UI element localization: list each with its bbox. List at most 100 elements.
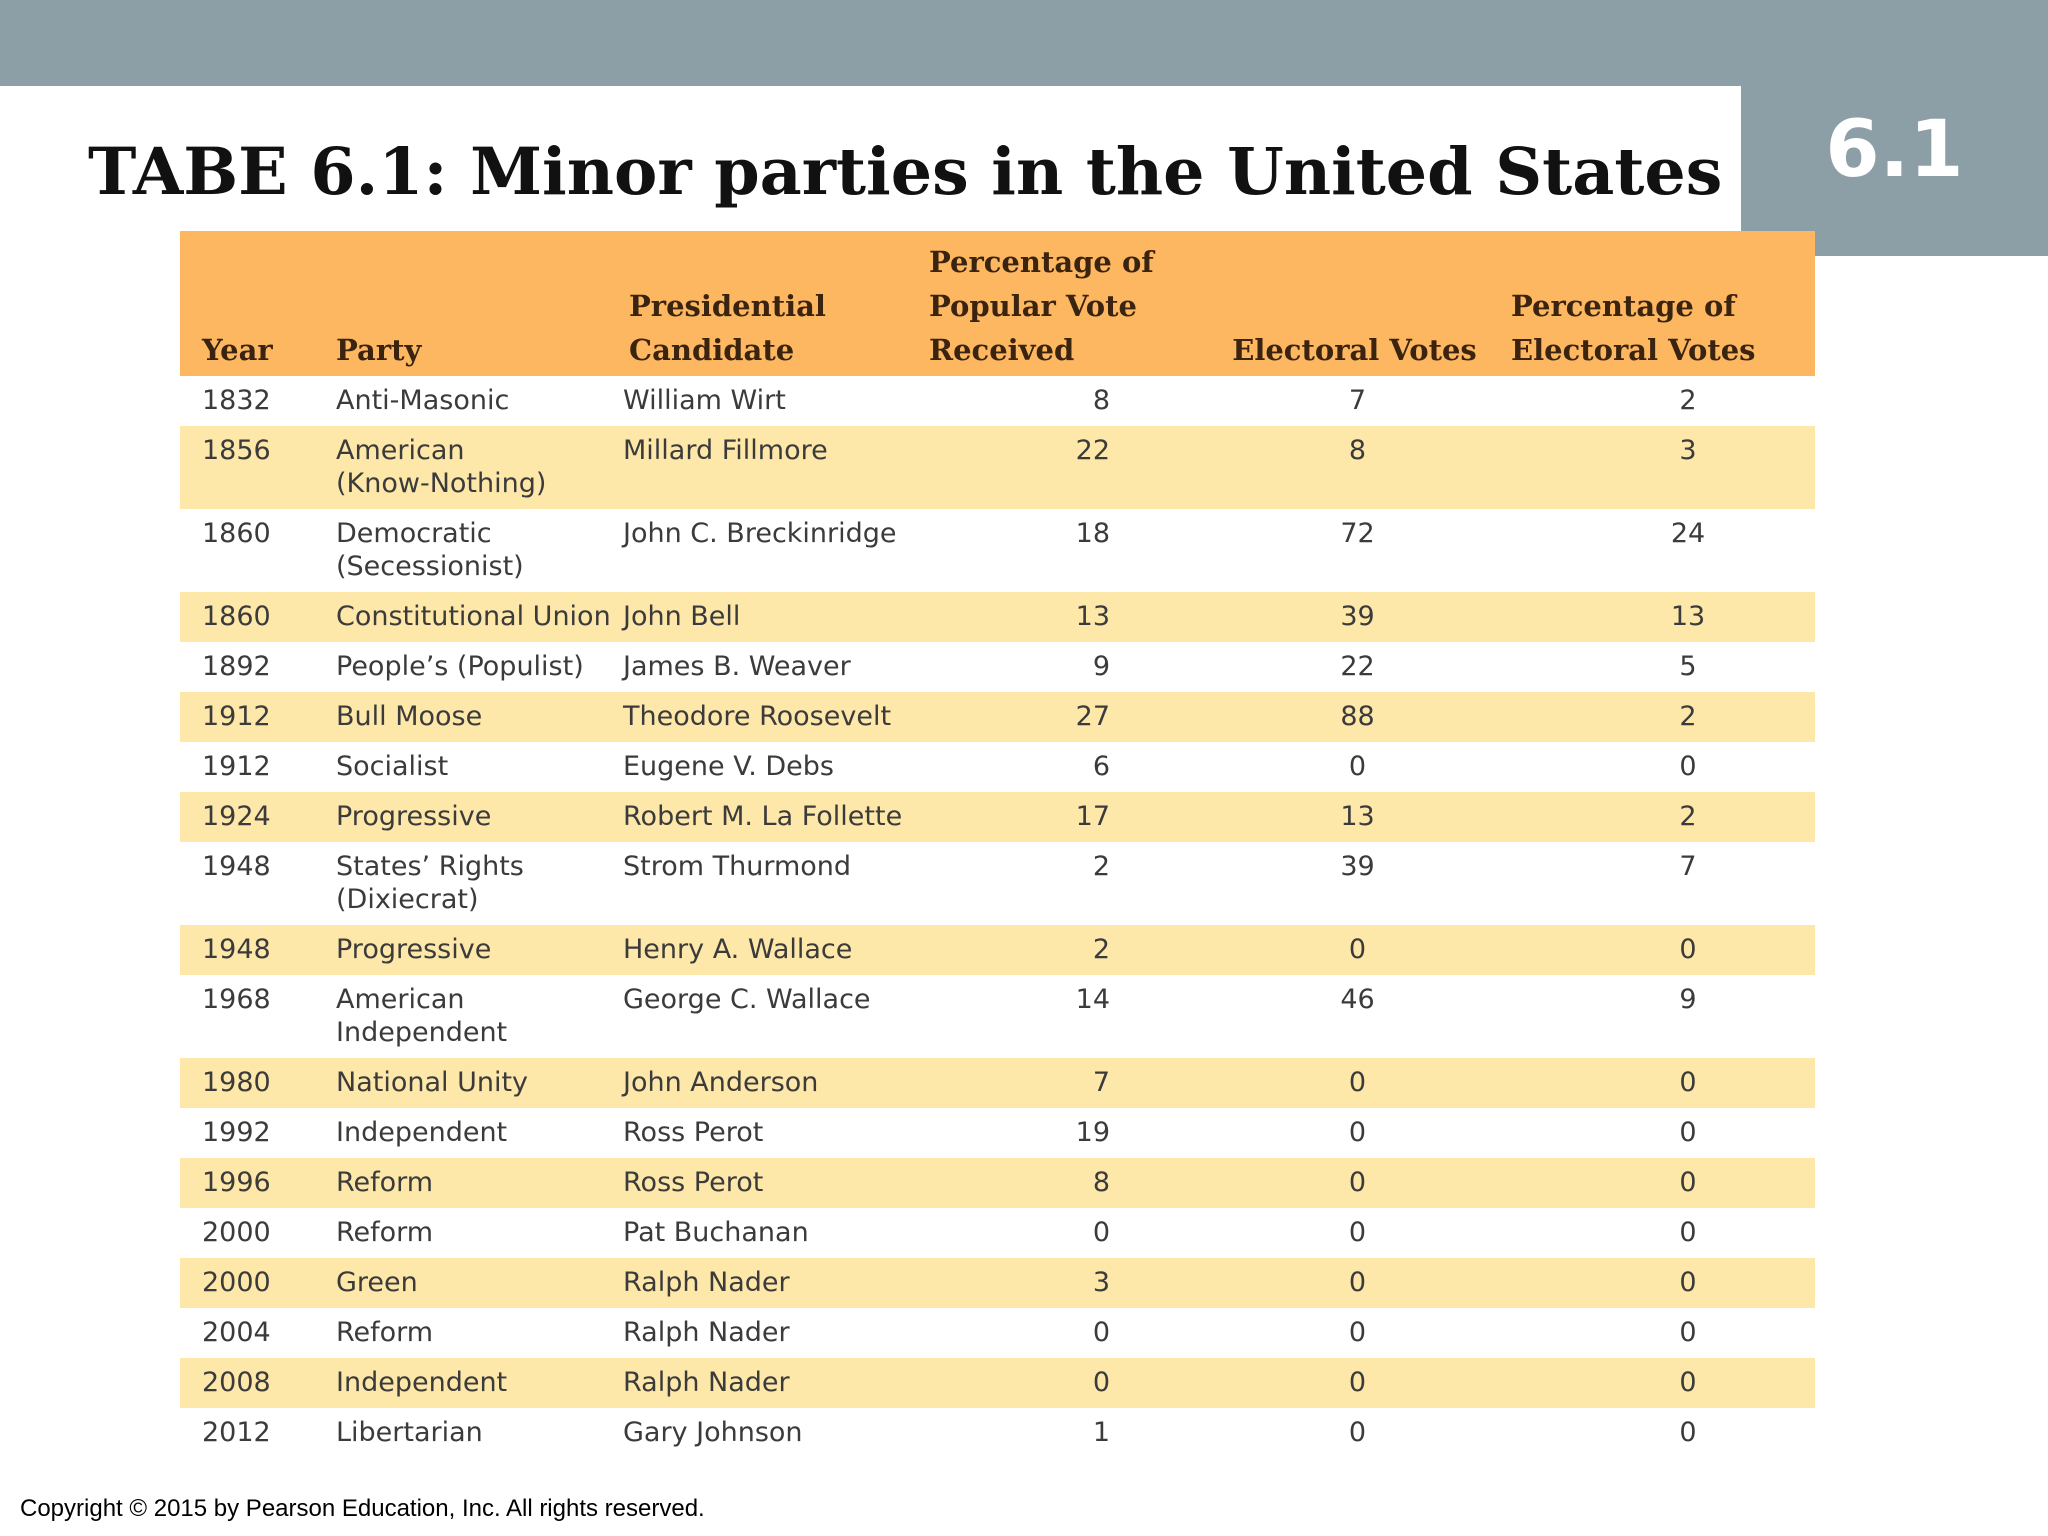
cell-pct-electoral: 0 [1511, 1108, 1815, 1158]
header-pct-line1: Percentage of [1511, 289, 1736, 323]
cell-popular-vote: 2 [929, 925, 1198, 975]
table-row: 1912 Bull Moose Theodore Roosevelt 27 88 2 [180, 692, 1815, 742]
cell-candidate: Strom Thurmond [623, 842, 929, 925]
table-header: Year Party Presidential Candidate Percen… [180, 231, 1815, 376]
cell-pct-electoral: 0 [1511, 1158, 1815, 1208]
party-line1: Democratic [336, 518, 492, 549]
cell-year: 1980 [180, 1058, 336, 1108]
cell-candidate: Theodore Roosevelt [623, 692, 929, 742]
table-row: 1996 Reform Ross Perot 8 0 0 [180, 1158, 1815, 1208]
cell-pct-electoral: 0 [1511, 1208, 1815, 1258]
cell-popular-vote: 8 [929, 376, 1198, 426]
cell-year: 1912 [180, 742, 336, 792]
cell-year: 1948 [180, 925, 336, 975]
table-row: 1832 Anti-Masonic William Wirt 8 7 2 [180, 376, 1815, 426]
cell-candidate: George C. Wallace [623, 975, 929, 1058]
table-row: 2008 Independent Ralph Nader 0 0 0 [180, 1358, 1815, 1408]
cell-electoral-votes: 0 [1198, 1308, 1511, 1358]
cell-pct-electoral: 0 [1511, 742, 1815, 792]
party-line1: Progressive [336, 934, 492, 965]
cell-party: Progressive [336, 792, 623, 842]
cell-pct-electoral: 0 [1511, 1308, 1815, 1358]
header-popular-line3: Received [929, 333, 1075, 367]
cell-pct-electoral: 24 [1511, 509, 1815, 592]
cell-pct-electoral: 0 [1511, 925, 1815, 975]
cell-candidate: Pat Buchanan [623, 1208, 929, 1258]
party-line2: (Dixiecrat) [336, 884, 479, 915]
cell-pct-electoral: 0 [1511, 1058, 1815, 1108]
cell-pct-electoral: 0 [1511, 1358, 1815, 1408]
cell-pct-electoral: 5 [1511, 642, 1815, 692]
party-line1: Libertarian [336, 1417, 483, 1448]
cell-year: 1968 [180, 975, 336, 1058]
cell-electoral-votes: 39 [1198, 592, 1511, 642]
table-row: 2004 Reform Ralph Nader 0 0 0 [180, 1308, 1815, 1358]
header-popular-line2: Popular Vote [929, 289, 1137, 323]
cell-electoral-votes: 0 [1198, 925, 1511, 975]
cell-party: National Unity [336, 1058, 623, 1108]
header-candidate-line1: Presidential [629, 289, 826, 323]
cell-popular-vote: 7 [929, 1058, 1198, 1108]
table-row: 2000 Green Ralph Nader 3 0 0 [180, 1258, 1815, 1308]
cell-popular-vote: 0 [929, 1358, 1198, 1408]
party-line1: Bull Moose [336, 701, 483, 732]
cell-electoral-votes: 0 [1198, 1258, 1511, 1308]
party-line2: (Know-Nothing) [336, 468, 547, 499]
cell-popular-vote: 22 [929, 426, 1198, 509]
party-line1: Reform [336, 1167, 434, 1198]
cell-year: 1856 [180, 426, 336, 509]
table-row: 1992 Independent Ross Perot 19 0 0 [180, 1108, 1815, 1158]
header-pct-line2: Electoral Votes [1511, 333, 1756, 367]
cell-candidate: Gary Johnson [623, 1408, 929, 1458]
cell-electoral-votes: 7 [1198, 376, 1511, 426]
cell-year: 2000 [180, 1208, 336, 1258]
cell-popular-vote: 1 [929, 1408, 1198, 1458]
cell-party: American Independent [336, 975, 623, 1058]
party-line1: Green [336, 1267, 418, 1298]
party-line2: (Secessionist) [336, 551, 524, 582]
cell-electoral-votes: 0 [1198, 1208, 1511, 1258]
cell-year: 1924 [180, 792, 336, 842]
cell-party: Progressive [336, 925, 623, 975]
cell-pct-electoral: 9 [1511, 975, 1815, 1058]
cell-pct-electoral: 2 [1511, 792, 1815, 842]
cell-candidate: Robert M. La Follette [623, 792, 929, 842]
header-candidate-line2: Candidate [629, 333, 795, 367]
header-pct-electoral: Percentage of Electoral Votes [1511, 231, 1815, 376]
cell-year: 1860 [180, 592, 336, 642]
cell-popular-vote: 17 [929, 792, 1198, 842]
cell-party: Reform [336, 1308, 623, 1358]
party-line2: Independent [336, 1017, 508, 1048]
cell-year: 1832 [180, 376, 336, 426]
cell-popular-vote: 27 [929, 692, 1198, 742]
cell-popular-vote: 8 [929, 1158, 1198, 1208]
top-band [0, 0, 2048, 86]
cell-electoral-votes: 88 [1198, 692, 1511, 742]
party-line1: Reform [336, 1317, 434, 1348]
table-row: 1924 Progressive Robert M. La Follette 17 13… [180, 792, 1815, 842]
cell-year: 2012 [180, 1408, 336, 1458]
cell-party: Socialist [336, 742, 623, 792]
section-number: 6.1 [1825, 105, 1964, 195]
cell-candidate: Ross Perot [623, 1108, 929, 1158]
cell-candidate: Ralph Nader [623, 1358, 929, 1408]
header-electoral-votes: Electoral Votes [1198, 231, 1511, 376]
table-row: 1980 National Unity John Anderson 7 0 0 [180, 1058, 1815, 1108]
cell-candidate: Ralph Nader [623, 1258, 929, 1308]
cell-pct-electoral: 2 [1511, 692, 1815, 742]
cell-year: 1892 [180, 642, 336, 692]
party-line1: People’s (Populist) [336, 651, 584, 682]
cell-popular-vote: 14 [929, 975, 1198, 1058]
party-line1: Anti-Masonic [336, 385, 510, 416]
cell-year: 1948 [180, 842, 336, 925]
cell-electoral-votes: 0 [1198, 1108, 1511, 1158]
header-popular-line1: Percentage of [929, 245, 1154, 279]
party-line1: Independent [336, 1117, 508, 1148]
cell-popular-vote: 2 [929, 842, 1198, 925]
party-line1: American [336, 435, 465, 466]
cell-party: Independent [336, 1108, 623, 1158]
table-row: 1860 Constitutional Union John Bell 13 39 13 [180, 592, 1815, 642]
cell-party: Libertarian [336, 1408, 623, 1458]
cell-candidate: John Anderson [623, 1058, 929, 1108]
party-line1: American [336, 984, 465, 1015]
